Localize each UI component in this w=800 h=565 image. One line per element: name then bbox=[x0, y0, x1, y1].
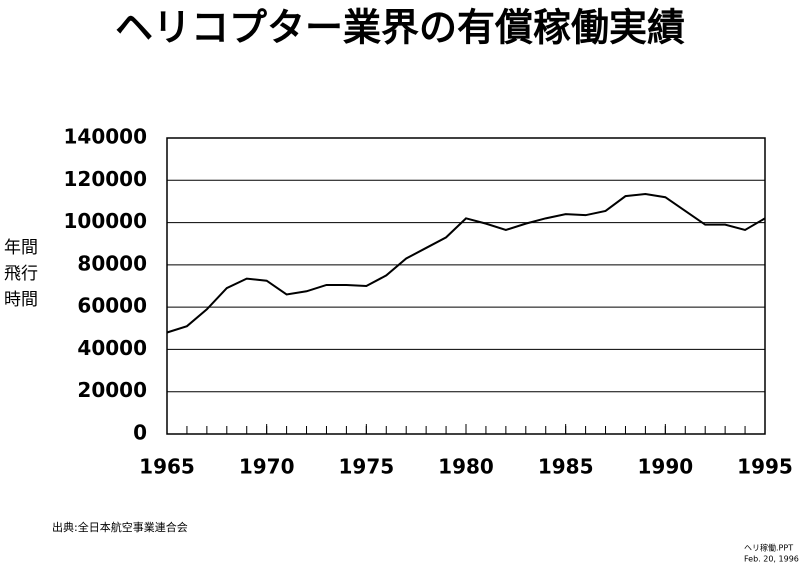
y-tick-label: 20000 bbox=[77, 378, 147, 402]
x-tick-label: 1965 bbox=[139, 455, 195, 479]
file-note: ヘリ稼働.PPT bbox=[744, 543, 793, 553]
series-line bbox=[166, 193, 766, 334]
y-tick-label: 120000 bbox=[64, 167, 148, 191]
y-tick-label: 60000 bbox=[77, 294, 147, 318]
chart-title: ヘリコプター業界の有償稼働実績 bbox=[115, 6, 685, 50]
x-tick-label: 1990 bbox=[637, 455, 693, 479]
y-tick-label: 0 bbox=[133, 421, 147, 445]
x-tick-label: 1970 bbox=[239, 455, 295, 479]
plot-border bbox=[166, 137, 766, 435]
y-tick-label: 80000 bbox=[77, 251, 147, 275]
y-axis-label: 時間 bbox=[4, 290, 38, 310]
y-tick-label: 140000 bbox=[64, 125, 148, 149]
x-tick-label: 1995 bbox=[737, 455, 793, 479]
y-axis-label: 飛行 bbox=[4, 264, 38, 284]
date-note: Feb. 20, 1996 bbox=[744, 555, 799, 564]
x-tick-label: 1975 bbox=[338, 455, 394, 479]
x-tick-label: 1985 bbox=[538, 455, 594, 479]
y-tick-label: 40000 bbox=[77, 336, 147, 360]
x-tick-label: 1980 bbox=[438, 455, 494, 479]
y-tick-label: 100000 bbox=[64, 209, 148, 233]
source-note: 出典:全日本航空事業連合会 bbox=[52, 520, 188, 534]
y-axis-label: 年間 bbox=[4, 238, 38, 258]
